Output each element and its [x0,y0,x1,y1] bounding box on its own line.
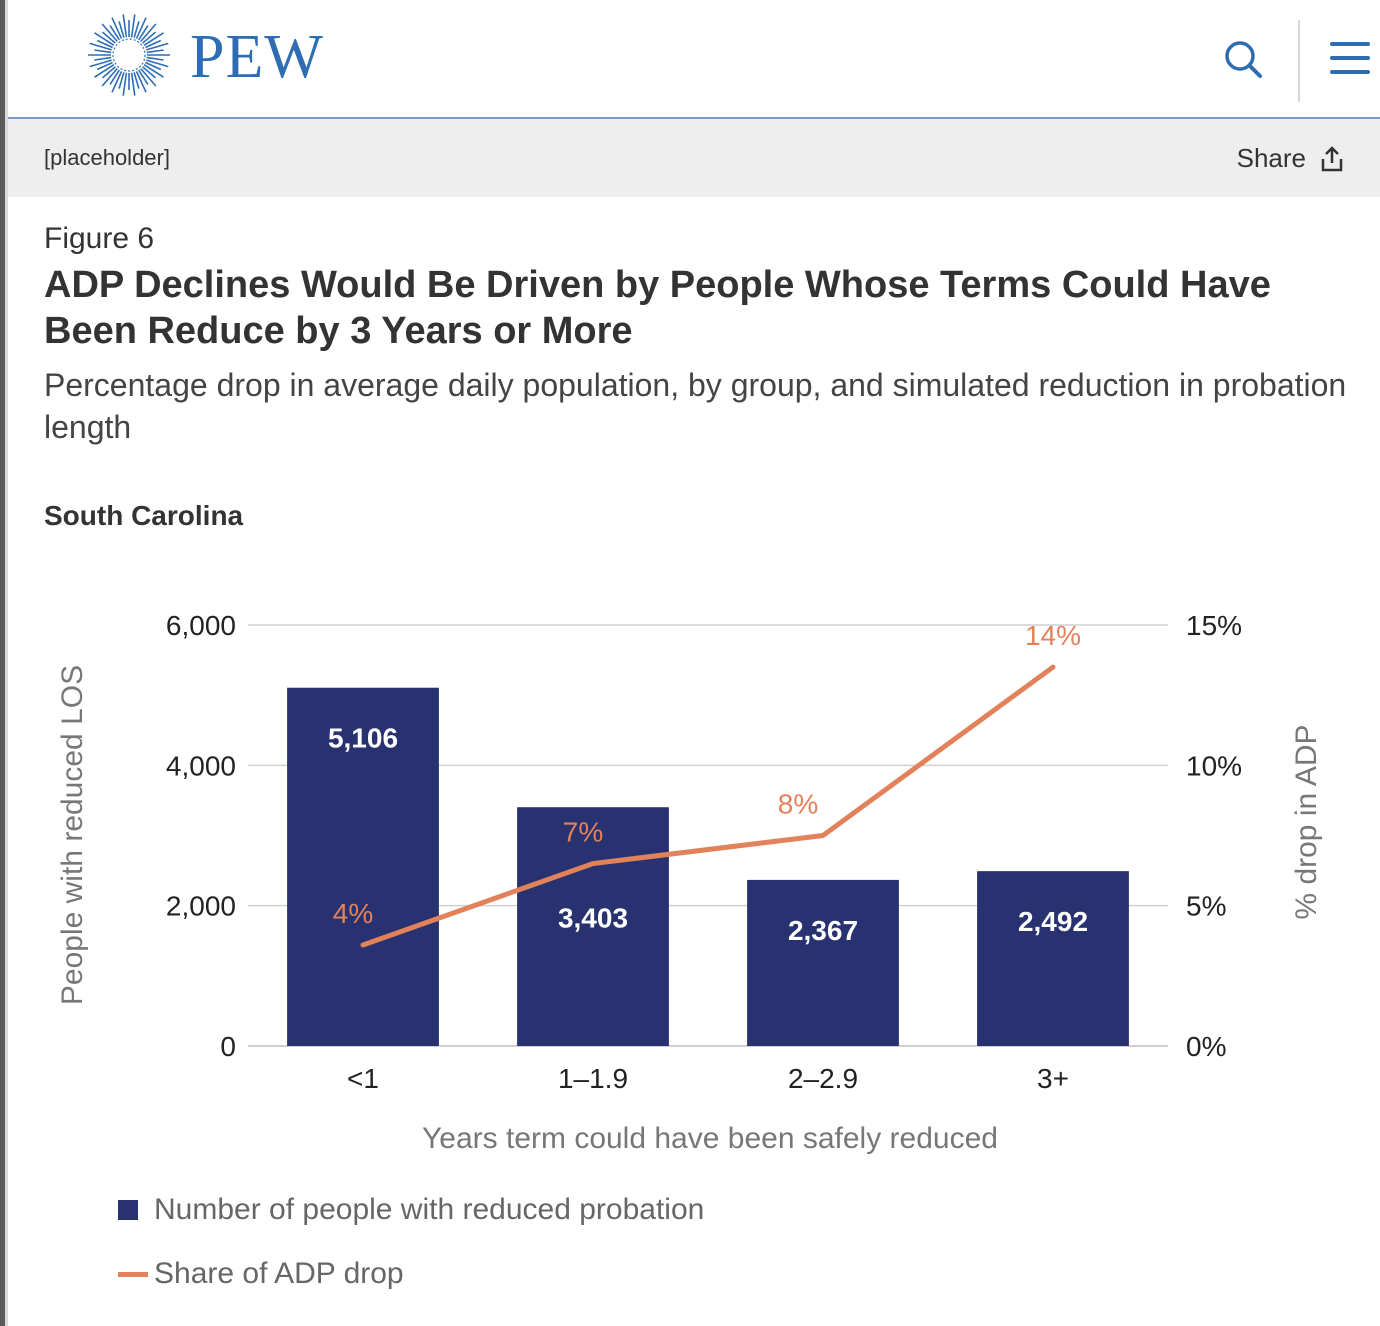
legend-item-bars[interactable]: Number of people with reduced probation [118,1190,704,1230]
y2-axis-title: % drop in ADP [1290,724,1323,919]
y2-tick-label: 10% [1186,750,1242,781]
nav-divider [1298,20,1300,102]
y-tick-label: 2,000 [166,891,236,922]
line-value-label: 14% [1025,620,1081,651]
legend-label-line: Share of ADP drop [154,1257,404,1290]
legend-swatch-line [118,1271,148,1277]
bar [977,871,1129,1046]
chart-legend: Number of people with reduced probation … [118,1190,704,1318]
x-tick-label: <1 [347,1063,379,1094]
top-navigation: PEW [8,0,1380,119]
y-axis-title: People with reduced LOS [56,665,89,1005]
y-tick-label: 4,000 [166,750,236,781]
bar [747,879,899,1046]
y2-tick-label: 5% [1186,891,1226,922]
hamburger-menu-icon[interactable] [1330,40,1370,76]
bar-value-label: 2,492 [1018,906,1088,937]
placeholder-label: [placeholder] [44,145,170,170]
y2-tick-label: 0% [1186,1031,1226,1062]
legend-label-bars: Number of people with reduced probation [154,1193,705,1226]
figure-label: Figure 6 [44,222,155,255]
bar-value-label: 3,403 [558,903,628,934]
x-axis-title: Years term could have been safely reduce… [422,1122,998,1155]
window-frame-inner-edge [5,0,8,1326]
legend-swatch-bar [118,1200,138,1220]
y-tick-label: 6,000 [166,610,236,641]
bar [287,687,439,1046]
line-value-label: 4% [333,898,373,929]
bar [517,807,669,1046]
line-value-label: 7% [563,817,603,848]
line-value-label: 8% [778,789,818,820]
brand-wordmark[interactable]: PEW [190,23,324,91]
pew-sunburst-logo-icon[interactable] [86,12,172,98]
figure-subtitle: Percentage drop in average daily populat… [44,367,1347,445]
y2-tick-label: 15% [1186,610,1242,641]
combo-chart: 0 2,000 4,000 6,000 0% 5% 10% 15% <1 1–1.9 2–2.9 3+… [56,610,1323,1155]
y-tick-label: 0 [220,1031,236,1062]
x-tick-label: 2–2.9 [788,1063,858,1094]
figure-title: ADP Declines Would Be Driven by People W… [44,264,1271,352]
share-upload-icon [1321,145,1343,171]
x-tick-label: 3+ [1037,1063,1069,1094]
legend-item-line[interactable]: Share of ADP drop [118,1254,704,1294]
share-label: Share [1236,143,1306,173]
bar-value-label: 2,367 [788,915,858,946]
figure-toolbar: [placeholder] Share [8,119,1380,197]
series-line [360,664,1056,948]
search-icon[interactable] [1222,38,1264,80]
x-tick-label: 1–1.9 [558,1063,628,1094]
bar-value-label: 5,106 [328,723,398,754]
window-frame-edge [0,0,8,1326]
panel-title: South Carolina [44,500,244,531]
share-button[interactable]: Share [1237,143,1344,174]
